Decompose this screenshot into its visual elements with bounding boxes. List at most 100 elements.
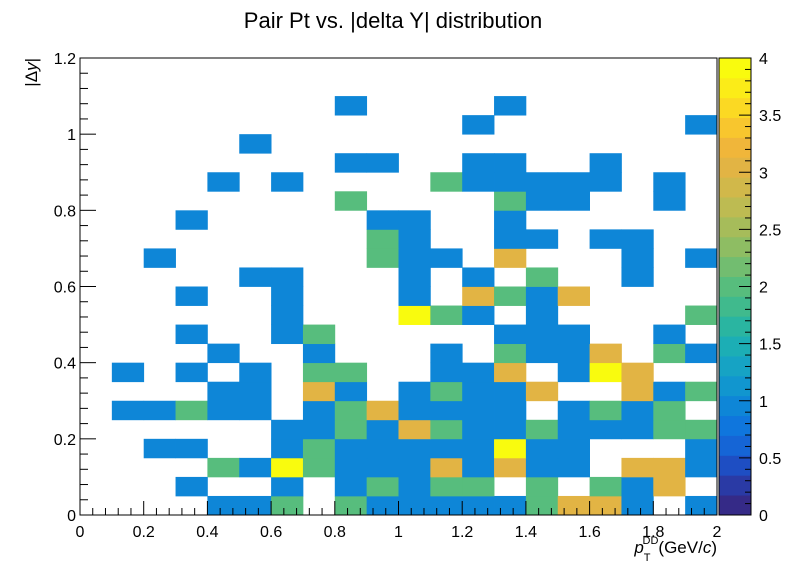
heatmap-cell bbox=[302, 362, 336, 383]
heatmap-cell bbox=[366, 419, 399, 440]
heatmap-cell bbox=[494, 362, 527, 383]
x-tick-label: 0.6 bbox=[260, 524, 282, 541]
heatmap-cell bbox=[494, 191, 527, 211]
heatmap-cell bbox=[462, 495, 495, 516]
heatmap-cell bbox=[143, 248, 176, 268]
heatmap-cell bbox=[589, 153, 622, 173]
heatmap-cell bbox=[302, 343, 336, 364]
heatmap-cell bbox=[398, 381, 431, 402]
heatmap-cell bbox=[207, 457, 240, 478]
heatmap-cell bbox=[334, 153, 368, 173]
heatmap-cell bbox=[557, 343, 590, 364]
heatmap-cell bbox=[494, 457, 527, 478]
heatmap-cell bbox=[175, 362, 208, 383]
x-tick-label: 0.4 bbox=[196, 524, 218, 541]
color-scale-swatch bbox=[719, 117, 751, 138]
heatmap-cell bbox=[143, 438, 176, 459]
y-tick-label: 0.2 bbox=[54, 432, 76, 449]
heatmap-cell bbox=[494, 381, 527, 402]
heatmap-cell bbox=[589, 400, 622, 421]
heatmap-cell bbox=[207, 400, 240, 421]
heatmap-cell bbox=[525, 286, 559, 306]
heatmap-cell bbox=[621, 400, 654, 421]
heatmap-cell bbox=[557, 400, 590, 421]
color-scale-label: 3.5 bbox=[759, 108, 781, 125]
heatmap-cell bbox=[494, 172, 527, 192]
heatmap-cell bbox=[494, 495, 527, 516]
heatmap-cell bbox=[653, 419, 686, 440]
heatmap-cell bbox=[175, 324, 208, 345]
heatmap-cell bbox=[557, 495, 590, 516]
x-label-var: p bbox=[633, 538, 643, 557]
heatmap-cell bbox=[525, 476, 559, 497]
heatmap-cell bbox=[462, 381, 495, 402]
heatmap-cell bbox=[494, 248, 527, 268]
heatmap-cell bbox=[334, 96, 368, 116]
color-scale-label: 0 bbox=[759, 508, 768, 525]
heatmap-cell bbox=[207, 343, 240, 364]
heatmap-cell bbox=[430, 476, 463, 497]
heatmap-cell bbox=[398, 210, 431, 230]
y-axis: 0 0.2 0.4 0.6 0.8 1 1.2 bbox=[54, 51, 96, 525]
heatmap-cell bbox=[685, 438, 718, 459]
heatmap-cell bbox=[143, 400, 176, 421]
heatmap-cell bbox=[239, 134, 272, 154]
heatmap-cell bbox=[302, 419, 336, 440]
heatmap-cell bbox=[334, 191, 368, 211]
heatmap-cell bbox=[430, 362, 463, 383]
heatmap-cell bbox=[398, 286, 431, 306]
heatmap-cell bbox=[653, 457, 686, 478]
heatmap-cell bbox=[525, 457, 559, 478]
y-label-var: y bbox=[22, 61, 41, 72]
color-scale-swatch bbox=[719, 216, 751, 238]
heatmap-cell bbox=[366, 229, 399, 249]
heatmap-cell bbox=[685, 248, 718, 268]
x-tick-label: 2 bbox=[713, 524, 722, 541]
heatmap-cell bbox=[430, 457, 463, 478]
heatmap-cell bbox=[239, 400, 272, 421]
heatmap-cell bbox=[494, 229, 527, 249]
heatmap-cell bbox=[239, 381, 272, 402]
x-tick-label: 0 bbox=[76, 524, 85, 541]
color-scale-swatch bbox=[719, 475, 751, 496]
heatmap-cell bbox=[398, 457, 431, 478]
heatmap-cell bbox=[557, 457, 590, 478]
heatmap-cell bbox=[525, 191, 559, 211]
heatmap-cell bbox=[462, 419, 495, 440]
heatmap-cell bbox=[334, 400, 368, 421]
heatmap-cell bbox=[462, 153, 495, 173]
heatmap-cell bbox=[525, 305, 559, 325]
heatmap-cell bbox=[366, 457, 399, 478]
heatmap-cell bbox=[525, 343, 559, 364]
heatmap-cell bbox=[111, 362, 145, 383]
heatmap-cell bbox=[175, 400, 208, 421]
heatmap-cell bbox=[271, 286, 304, 306]
heatmap-cell bbox=[653, 476, 686, 497]
heatmap-cell bbox=[653, 343, 686, 364]
heatmap-cell bbox=[462, 286, 495, 306]
heatmap-cell bbox=[494, 210, 527, 230]
color-scale-swatch bbox=[719, 197, 751, 218]
heatmap-cell bbox=[462, 305, 495, 325]
heatmap-cell bbox=[334, 438, 368, 459]
heatmap-cell bbox=[494, 343, 527, 364]
heatmap-cell bbox=[685, 381, 718, 402]
heatmap-cell bbox=[462, 267, 495, 287]
heatmap-cell bbox=[271, 495, 304, 516]
heatmap-cell bbox=[653, 191, 686, 211]
heatmap-cell bbox=[302, 438, 336, 459]
heatmap-cell bbox=[557, 191, 590, 211]
heatmap-cell bbox=[430, 248, 463, 268]
heatmap-cell bbox=[366, 153, 399, 173]
color-scale-swatch bbox=[719, 336, 751, 357]
y-label-bar-left: | bbox=[22, 82, 41, 86]
y-tick-label: 0.4 bbox=[54, 356, 76, 373]
heatmap-cell bbox=[462, 457, 495, 478]
heatmap-cell bbox=[334, 362, 368, 383]
heatmap-cell bbox=[557, 362, 590, 383]
color-scale-swatch bbox=[719, 97, 751, 119]
heatmap-cell bbox=[430, 495, 463, 516]
heatmap-cell bbox=[494, 324, 527, 345]
x-tick-label: 1.8 bbox=[642, 524, 664, 541]
heatmap-cell bbox=[239, 267, 272, 287]
